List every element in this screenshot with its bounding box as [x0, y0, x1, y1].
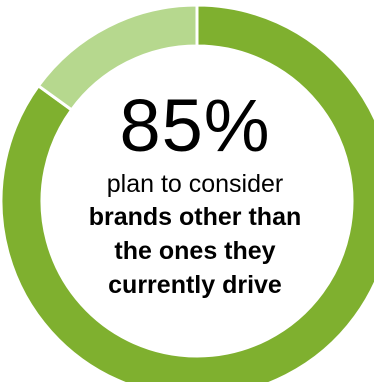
- percentage-value: 85%: [119, 84, 271, 167]
- donut-slice-1: [0, 3, 374, 382]
- caption-regular: plan to consider: [106, 170, 284, 198]
- caption-bold-line-1: brands other than: [88, 203, 302, 231]
- caption-bold-line-3: currently drive: [108, 271, 282, 299]
- donut-center-label: 85% plan to consider brands other than t…: [40, 84, 350, 302]
- caption-bold-line-2: the ones they: [114, 237, 276, 265]
- donut-slice-2: [36, 3, 199, 112]
- donut-slices: [0, 3, 374, 382]
